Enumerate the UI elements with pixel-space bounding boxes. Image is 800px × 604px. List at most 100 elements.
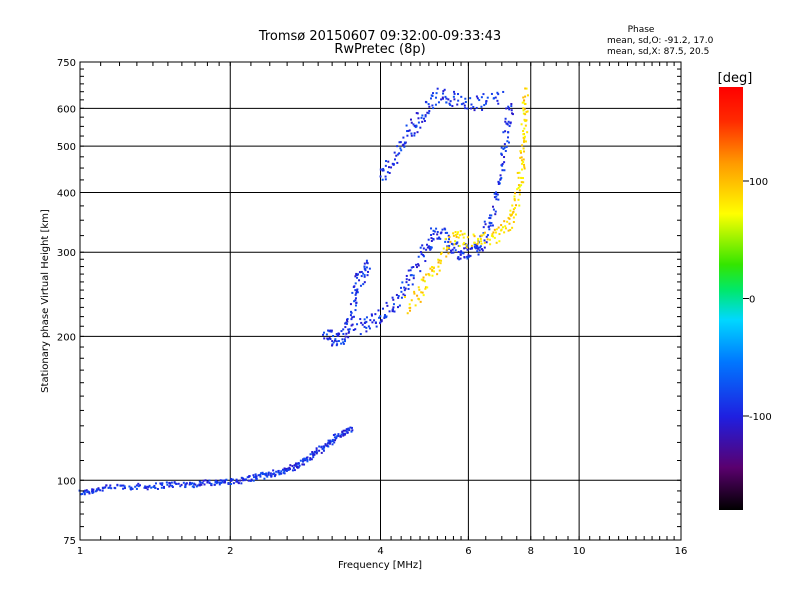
data-point: [168, 485, 171, 488]
data-point: [309, 453, 312, 456]
data-point: [525, 110, 528, 113]
data-point: [446, 246, 449, 249]
data-point: [396, 145, 399, 148]
data-point: [514, 213, 517, 216]
data-point: [428, 247, 431, 250]
data-point: [340, 342, 343, 345]
data-point: [288, 466, 291, 469]
data-point: [422, 294, 425, 297]
x-tick-label: 1: [77, 546, 83, 557]
data-point: [421, 120, 424, 123]
data-point: [482, 93, 485, 96]
data-point: [485, 235, 488, 238]
data-point: [513, 199, 516, 202]
data-point: [134, 485, 137, 488]
data-point: [448, 244, 451, 247]
data-point: [511, 226, 514, 229]
data-point: [382, 167, 385, 170]
colorbar-ticks: 100 0 -100: [743, 177, 772, 423]
data-point: [503, 169, 506, 172]
data-point: [362, 272, 365, 275]
data-point: [520, 159, 523, 162]
data-point: [492, 235, 495, 238]
data-point: [466, 248, 469, 251]
data-point: [521, 144, 524, 147]
data-point: [135, 487, 138, 490]
data-point: [440, 251, 443, 254]
data-point: [480, 248, 483, 251]
data-point: [346, 320, 349, 323]
data-point: [477, 253, 480, 256]
data-point: [345, 430, 348, 433]
data-point: [432, 233, 435, 236]
data-point: [460, 95, 463, 98]
data-point: [347, 331, 350, 334]
data-point: [490, 222, 493, 225]
data-point: [169, 482, 172, 485]
data-point: [500, 177, 503, 180]
data-point: [182, 481, 185, 484]
data-point: [321, 447, 324, 450]
data-point: [497, 182, 500, 185]
data-point: [363, 262, 366, 265]
data-point: [365, 259, 368, 262]
data-point: [454, 242, 457, 245]
data-point: [424, 115, 427, 118]
data-point: [481, 108, 484, 111]
data-point: [326, 442, 329, 445]
data-point: [477, 241, 480, 244]
data-point: [331, 343, 334, 346]
data-point: [377, 309, 380, 312]
data-point: [430, 237, 433, 240]
data-point: [464, 97, 467, 100]
data-point: [388, 310, 391, 313]
data-point: [412, 277, 415, 280]
data-point: [419, 300, 422, 303]
data-point: [522, 133, 525, 136]
data-point: [457, 256, 460, 259]
data-point: [283, 467, 286, 470]
data-point: [220, 481, 223, 484]
data-point: [408, 129, 411, 132]
data-point: [166, 483, 169, 486]
data-point: [154, 482, 157, 485]
data-point: [448, 102, 451, 105]
data-point: [466, 107, 469, 110]
data-point: [83, 491, 86, 494]
data-point: [452, 95, 455, 98]
data-point: [475, 95, 478, 98]
data-point: [342, 341, 345, 344]
data-point: [507, 120, 510, 123]
data-point: [440, 98, 443, 101]
data-point: [366, 262, 369, 265]
data-point: [191, 485, 194, 488]
data-point: [493, 192, 496, 195]
data-point: [473, 241, 476, 244]
data-point: [494, 96, 497, 99]
data-point: [202, 479, 205, 482]
data-point: [429, 267, 432, 270]
data-point: [355, 273, 358, 276]
data-point: [242, 477, 245, 480]
data-point: [453, 90, 456, 93]
data-point: [493, 236, 496, 239]
data-point: [427, 103, 430, 106]
data-point: [198, 484, 201, 487]
data-point: [407, 287, 410, 290]
data-point: [460, 103, 463, 106]
data-point: [320, 451, 323, 454]
data-point: [429, 247, 432, 250]
data-point: [291, 465, 294, 468]
data-point: [467, 254, 470, 257]
data-point: [364, 268, 367, 271]
data-point: [161, 482, 164, 485]
data-point: [244, 478, 247, 481]
data-point: [502, 148, 505, 151]
data-point: [403, 289, 406, 292]
data-point: [464, 100, 467, 103]
data-point: [483, 241, 486, 244]
data-point: [138, 484, 141, 487]
data-point: [246, 476, 249, 479]
data-point: [275, 470, 278, 473]
data-point: [524, 140, 527, 143]
